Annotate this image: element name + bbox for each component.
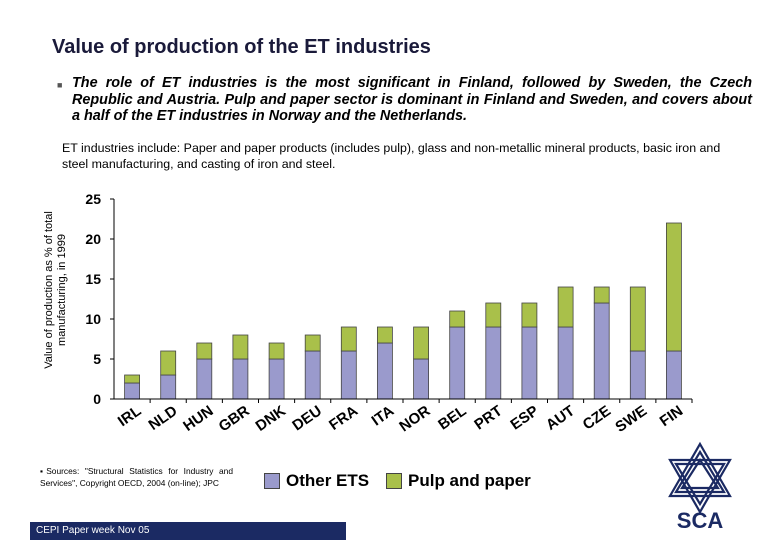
bar-prt-other-ets xyxy=(485,326,502,400)
bar-nor-pulp-paper xyxy=(413,326,430,360)
legend-label-other-ets: Other ETS xyxy=(286,471,370,490)
bar-cze-other-ets xyxy=(593,302,610,400)
bar-dnk-pulp-paper xyxy=(268,342,285,360)
bar-nor-other-ets xyxy=(413,358,430,400)
bar-bel-other-ets xyxy=(449,326,466,400)
bar-bel-pulp-paper xyxy=(449,310,466,328)
bar-nld-other-ets xyxy=(160,374,177,400)
y-tick-label: 0 xyxy=(93,391,101,407)
x-tick-label-ita: ITA xyxy=(369,402,398,429)
y-tick-label: 20 xyxy=(85,231,101,247)
bar-aut-other-ets xyxy=(557,326,574,400)
x-tick-label-swe: SWE xyxy=(612,402,650,436)
x-tick-label-fra: FRA xyxy=(326,402,361,434)
y-tick-label: 5 xyxy=(93,351,101,367)
bar-swe-other-ets xyxy=(629,350,646,400)
x-tick-labels: IRL NLD HUN GBR DNK DEU FRA ITA NOR BEL PRT ESP AUT C… xyxy=(115,399,693,436)
bar-gbr-other-ets xyxy=(232,358,249,400)
bar-prt-pulp-paper xyxy=(485,302,502,328)
square-bullet-icon: ■ xyxy=(57,80,63,90)
x-tick-label-esp: ESP xyxy=(507,402,541,433)
bar-fra-pulp-paper xyxy=(340,326,357,352)
bar-hun-other-ets xyxy=(196,358,213,400)
bar-esp-pulp-paper xyxy=(521,302,538,328)
y-tick-label: 15 xyxy=(85,271,101,287)
legend-swatch-other-ets xyxy=(264,473,280,489)
page-title: Value of production of the ET industries xyxy=(52,36,431,58)
y-tick-labels: 0 5 10 15 20 25 xyxy=(85,191,114,407)
bar-hun-pulp-paper xyxy=(196,342,213,360)
bar-fin-other-ets xyxy=(666,350,682,400)
x-tick-label-nld: NLD xyxy=(145,402,180,434)
bar-swe-pulp-paper xyxy=(629,286,646,352)
bar-irl-pulp-paper xyxy=(124,374,140,384)
footer-bar: CEPI Paper week Nov 05 xyxy=(30,522,346,540)
bar-deu-other-ets xyxy=(304,350,321,400)
bar-fin-pulp-paper xyxy=(666,222,682,352)
legend-label-pulp-paper: Pulp and paper xyxy=(408,471,531,490)
x-tick-label-dnk: DNK xyxy=(253,402,290,435)
legend-item-pulp-paper: Pulp and paper xyxy=(386,471,531,491)
x-tick-label-aut: AUT xyxy=(543,402,578,434)
bar-cze-pulp-paper xyxy=(593,286,610,304)
bar-ita-other-ets xyxy=(376,342,393,400)
bar-nld-pulp-paper xyxy=(160,350,177,376)
y-tick-label: 25 xyxy=(85,191,101,207)
bar-ita-pulp-paper xyxy=(376,326,393,344)
bars-group xyxy=(124,222,682,400)
legend-item-other-ets: Other ETS xyxy=(264,471,369,491)
bar-gbr-pulp-paper xyxy=(232,334,249,360)
x-tick-label-fin: FIN xyxy=(657,402,687,430)
bar-dnk-other-ets xyxy=(268,358,285,400)
definition-note: ET industries include: Paper and paper p… xyxy=(62,141,721,171)
x-tick-label-irl: IRL xyxy=(115,402,145,430)
bar-fra-other-ets xyxy=(340,350,357,400)
sca-logo-triangles-icon xyxy=(668,441,732,515)
y-tick-label: 10 xyxy=(85,311,101,327)
x-tick-label-nor: NOR xyxy=(396,402,433,435)
bar-esp-other-ets xyxy=(521,326,538,400)
sources-note: ▪Sources: "Structural Statistics for Ind… xyxy=(40,466,233,488)
x-tick-label-cze: CZE xyxy=(580,402,614,433)
x-tick-label-prt: PRT xyxy=(471,402,505,433)
summary-bullet: The role of ET industries is the most si… xyxy=(72,75,752,124)
x-tick-label-hun: HUN xyxy=(180,402,216,435)
sca-logo-text: SCA xyxy=(677,508,724,532)
bar-aut-pulp-paper xyxy=(557,286,574,328)
x-tick-label-deu: DEU xyxy=(289,402,325,434)
x-tick-label-gbr: GBR xyxy=(216,402,253,435)
bar-irl-other-ets xyxy=(124,382,140,400)
sca-logo: SCA xyxy=(668,441,732,532)
bar-deu-pulp-paper xyxy=(304,334,321,352)
x-tick-label-bel: BEL xyxy=(435,402,469,433)
legend-swatch-pulp-paper xyxy=(386,473,402,489)
